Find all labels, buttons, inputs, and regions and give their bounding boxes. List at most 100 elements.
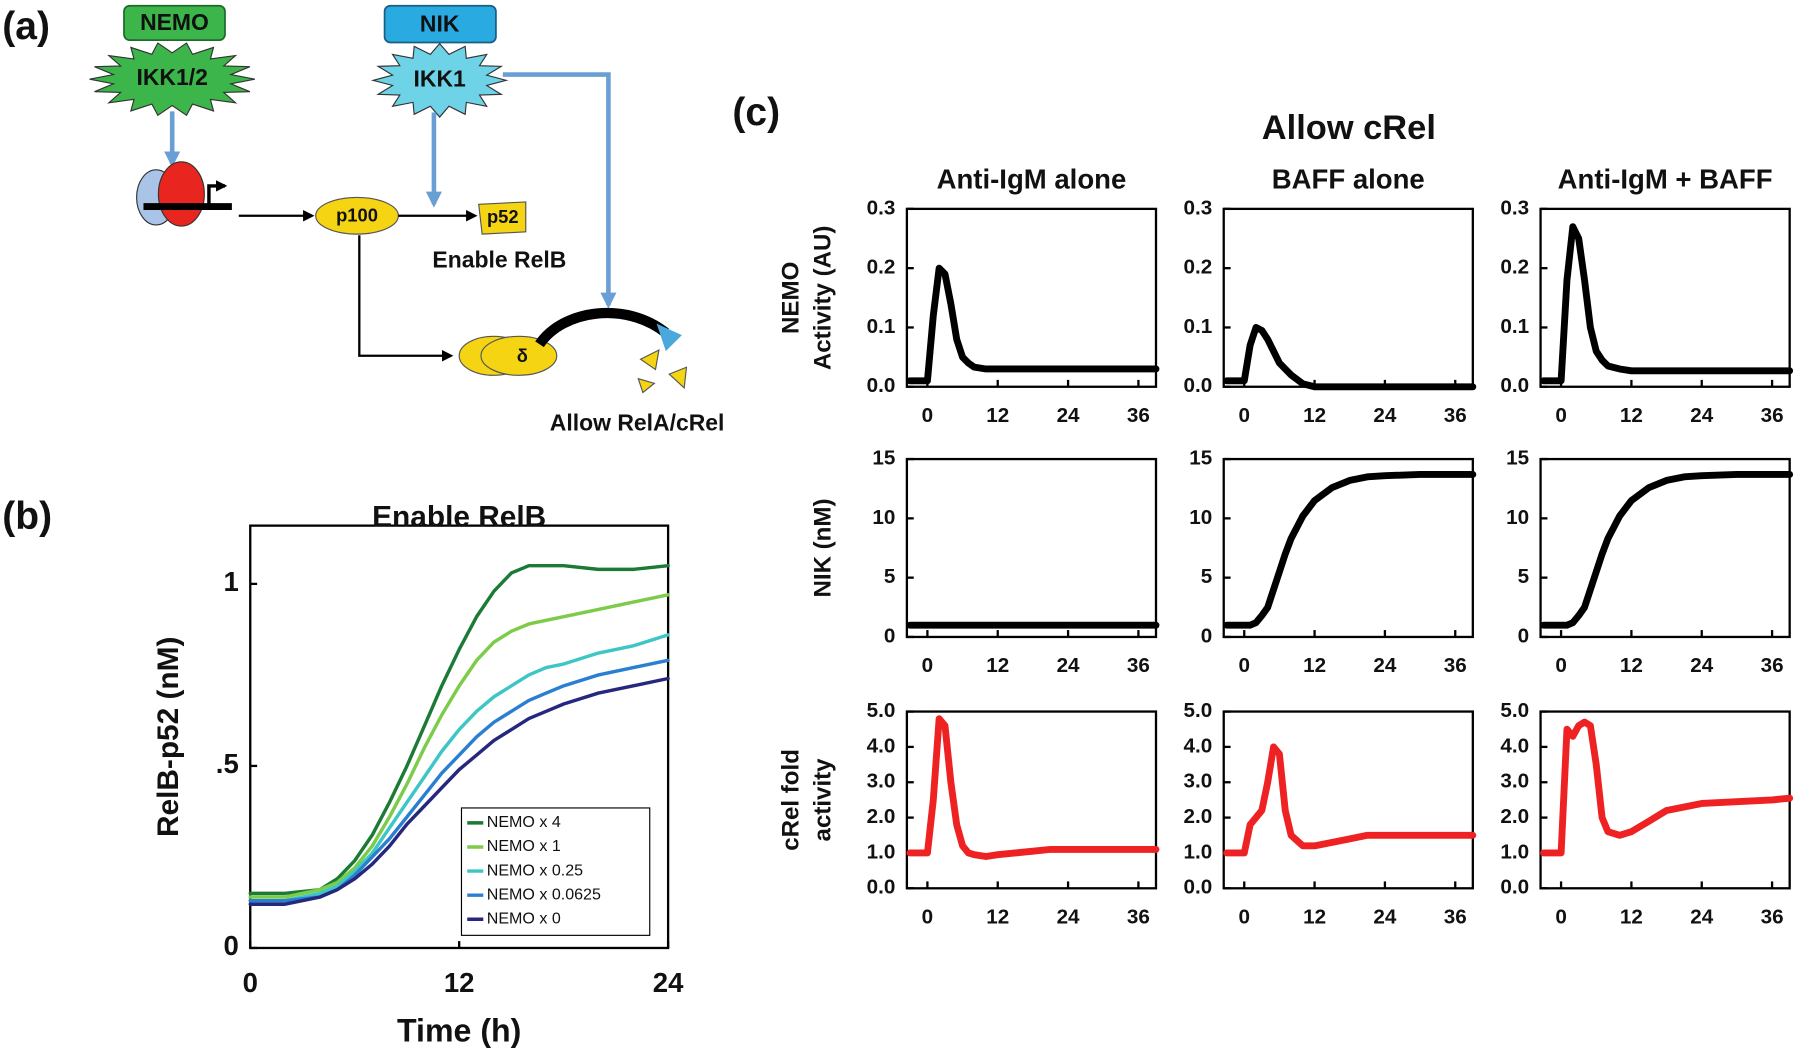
node-label: δ <box>517 345 528 366</box>
legend-label: NEMO x 0 <box>487 910 561 928</box>
y-tick-label: 0.3 <box>867 196 896 219</box>
panel-label: (a) <box>2 5 50 48</box>
x-tick-label: 24 <box>1690 404 1713 427</box>
plot-frame <box>1539 207 1791 388</box>
panel-label: (c) <box>732 91 780 134</box>
panel-label: (b) <box>2 495 52 538</box>
plot-frame <box>905 710 1158 890</box>
suptitle: Allow cRel <box>1262 109 1436 147</box>
x-tick-label: 12 <box>986 654 1009 677</box>
protein <box>157 161 205 227</box>
promoter <box>207 180 228 205</box>
y-axis-label: Activity (AU) <box>810 226 837 371</box>
plot-frame <box>1222 207 1474 388</box>
y-tick-label: 4.0 <box>867 734 896 757</box>
x-tick-label: 36 <box>1444 906 1467 929</box>
y-tick-label: 2.0 <box>867 805 896 828</box>
y-tick-label: 0.2 <box>1500 256 1529 279</box>
y-tick-label: 5.0 <box>1500 699 1529 722</box>
chart-title: Anti-IgM + BAFF <box>1558 164 1773 195</box>
data-line <box>906 264 1160 385</box>
x-tick-label: 0 <box>922 654 934 677</box>
y-tick-label: 0.1 <box>1184 315 1213 338</box>
y-tick-label: 2.0 <box>1184 805 1213 828</box>
x-tick-label: 24 <box>1373 906 1396 929</box>
x-tick-label: 36 <box>1444 654 1467 677</box>
y-tick-label: 2.0 <box>1500 805 1529 828</box>
x-tick-label: 36 <box>1127 654 1150 677</box>
node-label: Allow RelA/cRel <box>550 410 725 436</box>
x-tick-label: 12 <box>444 967 475 998</box>
x-tick-label: 36 <box>1127 404 1150 427</box>
x-tick-label: 36 <box>1127 906 1150 929</box>
y-axis-label: cRel fold <box>777 749 804 851</box>
node-label: NIK <box>420 10 460 36</box>
x-tick-label: 36 <box>1761 654 1784 677</box>
y-tick-label: 15 <box>1506 447 1529 470</box>
x-tick-label: 36 <box>1761 404 1784 427</box>
y-tick-label: 0.0 <box>1500 876 1529 899</box>
data-line <box>1540 471 1794 629</box>
y-tick-label: 4.0 <box>1500 734 1529 757</box>
x-tick-label: 12 <box>1303 906 1326 929</box>
y-axis-label: NIK (nM) <box>810 499 837 598</box>
node-label: NEMO <box>140 9 209 35</box>
y-tick-label: 0 <box>223 930 238 961</box>
legend-label: NEMO x 1 <box>487 837 561 855</box>
y-axis-label: NEMO <box>777 262 804 334</box>
x-tick-label: 0 <box>1555 404 1567 427</box>
y-tick-label: 0.2 <box>1184 256 1213 279</box>
legend-box <box>460 807 651 936</box>
node-label: p100 <box>336 205 378 226</box>
y-tick-label: 5.0 <box>867 699 896 722</box>
y-axis-label: activity <box>810 758 837 842</box>
y-axis-label: RelB-p52 (nM) <box>152 637 185 837</box>
data-line <box>248 633 670 903</box>
y-tick-label: 10 <box>1506 506 1529 529</box>
x-tick-label: 0 <box>1238 654 1250 677</box>
nik-box <box>383 4 497 44</box>
y-tick-label: 0.0 <box>867 374 896 397</box>
x-tick-label: 12 <box>986 404 1009 427</box>
data-line <box>1223 471 1477 629</box>
y-tick-label: 0 <box>1201 624 1213 647</box>
x-tick-label: 24 <box>653 967 684 998</box>
y-tick-label: 1.0 <box>1184 840 1213 863</box>
x-tick-label: 0 <box>922 404 934 427</box>
x-tick-label: 24 <box>1373 404 1396 427</box>
y-tick-label: 4.0 <box>1184 734 1213 757</box>
x-tick-label: 36 <box>1761 906 1784 929</box>
y-tick-label: 3.0 <box>1184 770 1213 793</box>
diagram-shapes <box>89 4 688 394</box>
x-tick-label: 24 <box>1690 654 1713 677</box>
x-tick-label: 12 <box>1620 654 1643 677</box>
y-tick-label: 0 <box>1518 624 1530 647</box>
star <box>89 42 255 117</box>
plot-frame <box>1222 457 1474 639</box>
x-tick-label: 24 <box>1373 654 1396 677</box>
x-tick-label: 12 <box>1620 906 1643 929</box>
node-label: IKK1 <box>414 65 467 91</box>
y-tick-label: 5.0 <box>1184 699 1213 722</box>
y-tick-label: 10 <box>872 506 895 529</box>
x-tick-label: 0 <box>1238 906 1250 929</box>
legend-label: NEMO x 4 <box>487 813 561 831</box>
y-tick-label: 15 <box>872 447 895 470</box>
x-tick-label: 36 <box>1444 404 1467 427</box>
y-tick-label: 0.0 <box>1184 374 1213 397</box>
data-line <box>1223 743 1477 857</box>
x-axis-label: Time (h) <box>397 1012 521 1048</box>
legend-label: NEMO x 0.0625 <box>487 885 601 903</box>
x-tick-label: 0 <box>1555 654 1567 677</box>
y-tick-label: 5 <box>1201 565 1213 588</box>
arrow <box>358 235 454 362</box>
fragment <box>639 349 660 371</box>
data-line <box>1540 223 1794 385</box>
plot-frame <box>1222 710 1474 890</box>
y-tick-label: 5 <box>884 565 896 588</box>
x-tick-label: 0 <box>243 967 258 998</box>
x-tick-label: 12 <box>1303 654 1326 677</box>
legend-label: NEMO x 0.25 <box>487 861 583 879</box>
chart-title: Enable RelB <box>372 501 546 534</box>
